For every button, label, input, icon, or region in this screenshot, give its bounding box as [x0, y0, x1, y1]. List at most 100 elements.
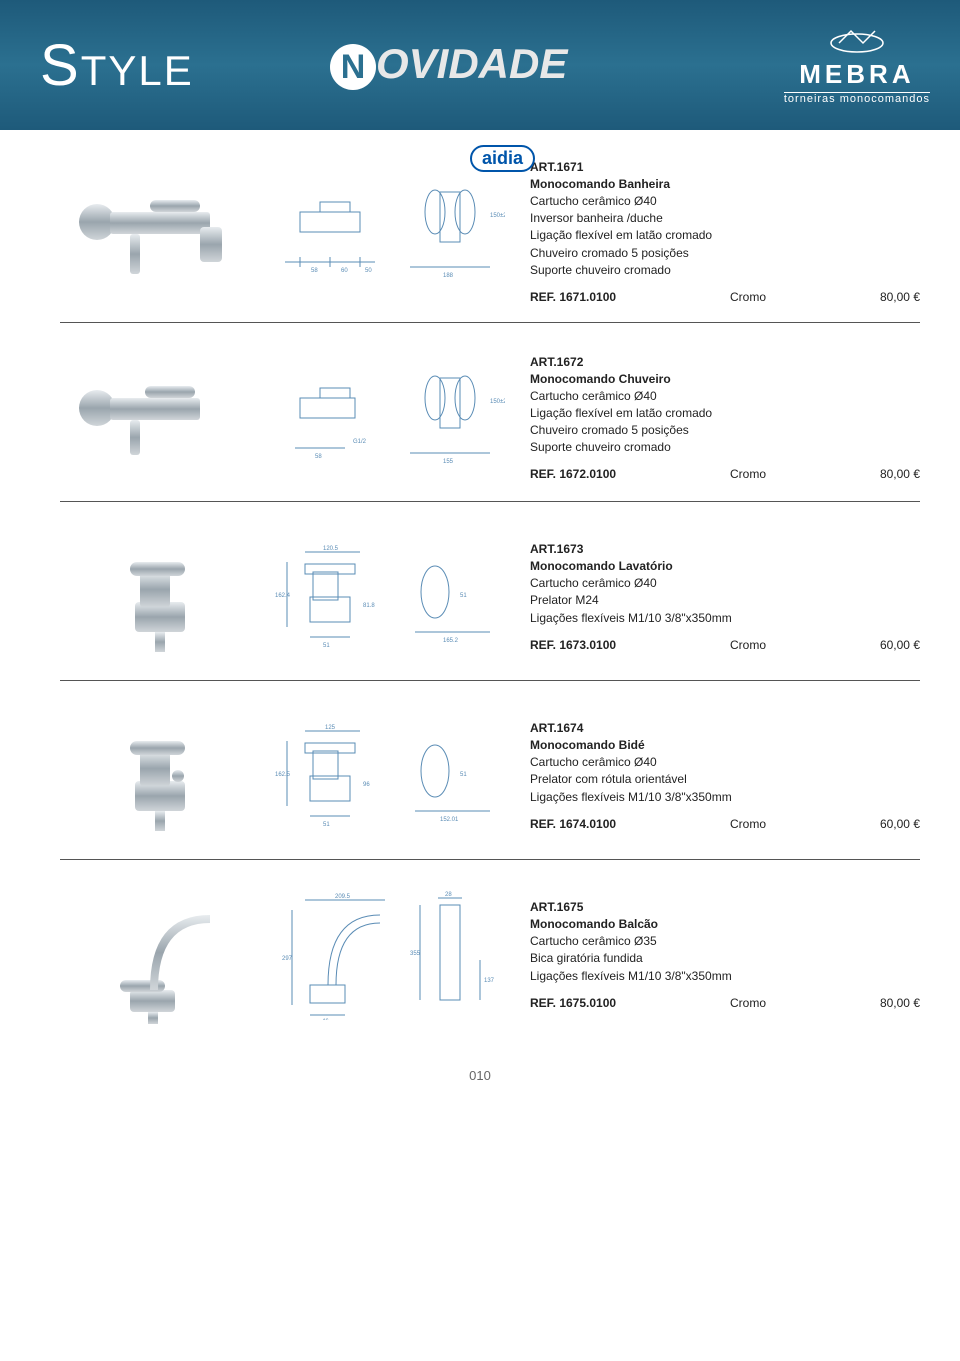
- desc-line: Cartucho cerâmico Ø40: [530, 193, 920, 209]
- finish: Cromo: [730, 817, 766, 831]
- page-number: 010: [0, 1068, 960, 1103]
- desc-line: Cartucho cerâmico Ø40: [530, 388, 920, 404]
- dim-label: 51: [323, 822, 330, 828]
- style-rest: TYLE: [81, 47, 194, 94]
- product-row: 209.5 297 46 28 355 137 ART.1675 Monocom…: [60, 890, 920, 1038]
- page-header: STYLE NOVIDADE MEBRA torneiras monocoman…: [0, 0, 960, 130]
- desc-line: Ligações flexíveis M1/10 3/8"x350mm: [530, 610, 920, 626]
- product-photo: [60, 532, 260, 662]
- product-info: ART.1674 Monocomando Bidé Cartucho cerâm…: [520, 721, 920, 831]
- product-diagram: 209.5 297 46 28 355 137: [260, 890, 520, 1020]
- price: 80,00 €: [880, 996, 920, 1010]
- product-title: Monocomando Banheira: [530, 177, 920, 191]
- desc-line: Inversor banheira /duche: [530, 210, 920, 226]
- product-title: Monocomando Chuveiro: [530, 372, 920, 386]
- dim-label: 297: [282, 956, 293, 962]
- desc-line: Bica giratória fundida: [530, 950, 920, 966]
- art-number: ART.1674: [530, 721, 920, 735]
- ref-code: REF. 1673.0100: [530, 638, 616, 652]
- finish: Cromo: [730, 467, 766, 481]
- product-title: Monocomando Lavatório: [530, 559, 920, 573]
- dim-label: 188: [443, 273, 454, 279]
- desc-line: Prelator com rótula orientável: [530, 771, 920, 787]
- brand-icon: [827, 25, 887, 55]
- dim-label: 150±2: [490, 399, 505, 405]
- price-row: REF. 1671.0100 Cromo 80,00 €: [530, 290, 920, 304]
- art-number: ART.1673: [530, 542, 920, 556]
- product-info: ART.1675 Monocomando Balcão Cartucho cer…: [520, 900, 920, 1010]
- dim-label: 51: [460, 593, 467, 599]
- dim-label: 58: [315, 454, 322, 460]
- dim-label: 162.4: [275, 593, 291, 599]
- dim-label: 152.01: [440, 817, 459, 821]
- dim-label: 355: [410, 951, 421, 957]
- desc-line: Ligação flexível em latão cromado: [530, 405, 920, 421]
- header-style-title: STYLE: [40, 32, 194, 99]
- dim-label: 46: [322, 1019, 329, 1020]
- dim-label: 58: [311, 268, 318, 274]
- finish: Cromo: [730, 638, 766, 652]
- ref-code: REF. 1674.0100: [530, 817, 616, 831]
- dim-label: 51: [323, 643, 330, 649]
- header-novidade: NOVIDADE: [330, 40, 567, 90]
- product-row: 58 G1/2 155 150±2 ART.1672 Monocomando C…: [60, 353, 920, 502]
- price: 80,00 €: [880, 290, 920, 304]
- ref-code: REF. 1671.0100: [530, 290, 616, 304]
- dim-label: 96: [363, 782, 370, 788]
- desc-line: Ligações flexíveis M1/10 3/8"x350mm: [530, 968, 920, 984]
- desc-line: Suporte chuveiro cromado: [530, 439, 920, 455]
- desc-line: Ligação flexível em latão cromado: [530, 227, 920, 243]
- desc-line: Prelator M24: [530, 592, 920, 608]
- brand-name: MEBRA: [784, 59, 930, 93]
- product-diagram: 58 G1/2 155 150±2: [260, 353, 520, 483]
- product-row: 120.5 162.4 51 81.8 51 165.2 ART.1673 Mo…: [60, 532, 920, 681]
- ref-code: REF. 1672.0100: [530, 467, 616, 481]
- dim-label: 155: [443, 459, 454, 465]
- desc-line: Cartucho cerâmico Ø35: [530, 933, 920, 949]
- finish: Cromo: [730, 996, 766, 1010]
- dim-label: 125: [325, 725, 336, 731]
- dim-label: 162.5: [275, 772, 291, 778]
- product-row: 125 162.5 51 96 51 152.01 ART.1674 Monoc…: [60, 711, 920, 860]
- dim-label: 51: [460, 772, 467, 778]
- product-photo: [60, 711, 260, 841]
- art-number: ART.1675: [530, 900, 920, 914]
- product-title: Monocomando Balcão: [530, 917, 920, 931]
- price: 80,00 €: [880, 467, 920, 481]
- product-info: ART.1671 Monocomando Banheira Cartucho c…: [520, 160, 920, 304]
- product-photo: [60, 353, 260, 483]
- finish: Cromo: [730, 290, 766, 304]
- dim-label: 120.5: [323, 546, 339, 552]
- dim-label: G1/2: [353, 439, 367, 445]
- dim-label: 60: [341, 268, 348, 274]
- dim-label: 209.5: [335, 894, 351, 900]
- dim-label: 50: [365, 268, 372, 274]
- dim-label: 165.2: [443, 638, 459, 642]
- art-number: ART.1672: [530, 355, 920, 369]
- desc-line: Ligações flexíveis M1/10 3/8"x350mm: [530, 789, 920, 805]
- style-s: S: [40, 33, 81, 98]
- desc-line: Chuveiro cromado 5 posições: [530, 422, 920, 438]
- price: 60,00 €: [880, 817, 920, 831]
- price-row: REF. 1674.0100 Cromo 60,00 €: [530, 817, 920, 831]
- desc-line: Chuveiro cromado 5 posições: [530, 245, 920, 261]
- dim-label: 81.8: [363, 603, 375, 609]
- dim-label: 28: [445, 892, 452, 898]
- dim-label: 150±2: [490, 213, 505, 219]
- product-diagram: 120.5 162.4 51 81.8 51 165.2: [260, 532, 520, 662]
- price-row: REF. 1672.0100 Cromo 80,00 €: [530, 467, 920, 481]
- product-photo: [60, 167, 260, 297]
- ref-code: REF. 1675.0100: [530, 996, 616, 1010]
- product-row: 58 60 50 188 150±2 ART.1671 Monocomando …: [60, 160, 920, 323]
- novidade-rest: OVIDADE: [376, 40, 567, 87]
- desc-line: Cartucho cerâmico Ø40: [530, 754, 920, 770]
- brand-block: MEBRA torneiras monocomandos: [784, 25, 930, 105]
- price-row: REF. 1673.0100 Cromo 60,00 €: [530, 638, 920, 652]
- novidade-n: N: [330, 44, 376, 90]
- brand-tagline: torneiras monocomandos: [784, 93, 930, 105]
- product-diagram: 125 162.5 51 96 51 152.01: [260, 711, 520, 841]
- product-info: ART.1672 Monocomando Chuveiro Cartucho c…: [520, 355, 920, 482]
- price: 60,00 €: [880, 638, 920, 652]
- product-title: Monocomando Bidé: [530, 738, 920, 752]
- art-number: ART.1671: [530, 160, 920, 174]
